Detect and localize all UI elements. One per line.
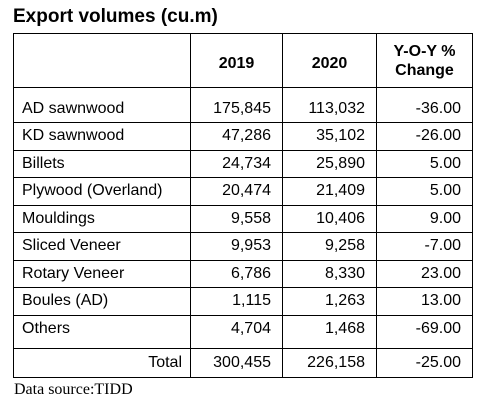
row-2019: 9,558 [190, 204, 283, 233]
total-row: Total 300,455 226,158 -25.00 [13, 347, 473, 378]
row-2019: 47,286 [190, 122, 283, 151]
total-2020: 226,158 [282, 347, 377, 378]
row-change: 5.00 [376, 149, 473, 178]
row-change: -69.00 [376, 314, 473, 349]
export-volumes-table: 2019 2020 Y-O-Y % Change AD sawnwood 175,… [13, 33, 473, 378]
table-title: Export volumes (cu.m) [13, 6, 218, 27]
row-name: AD sawnwood [13, 87, 191, 123]
row-2020: 21,409 [282, 177, 377, 206]
total-change: -25.00 [376, 347, 473, 378]
row-name: Boules (AD) [13, 287, 191, 316]
row-change: 23.00 [376, 259, 473, 288]
row-2019: 6,786 [190, 259, 283, 288]
table-row: Others 4,704 1,468 -69.00 [13, 314, 473, 349]
row-2020: 9,258 [282, 232, 377, 261]
row-name: Others [13, 314, 191, 349]
data-source-note: Data source:TIDD [14, 381, 133, 398]
header-yoy-line2: Change [395, 61, 454, 79]
total-label: Total [13, 347, 191, 378]
row-change: 5.00 [376, 177, 473, 206]
row-name: Rotary Veneer [13, 259, 191, 288]
row-2020: 10,406 [282, 204, 377, 233]
header-yoy-change: Y-O-Y % Change [376, 33, 473, 88]
header-empty-cell [13, 33, 191, 88]
table-row: Sliced Veneer 9,953 9,258 -7.00 [13, 232, 473, 261]
row-2019: 4,704 [190, 314, 283, 349]
header-row: 2019 2020 Y-O-Y % Change [13, 33, 473, 88]
total-2019: 300,455 [190, 347, 283, 378]
row-2020: 25,890 [282, 149, 377, 178]
row-2020: 8,330 [282, 259, 377, 288]
row-change: 13.00 [376, 287, 473, 316]
header-yoy-line1: Y-O-Y % [393, 42, 456, 60]
row-2019: 1,115 [190, 287, 283, 316]
table-row: Billets 24,734 25,890 5.00 [13, 149, 473, 178]
row-2019: 20,474 [190, 177, 283, 206]
table-row: AD sawnwood 175,845 113,032 -36.00 [13, 87, 473, 123]
row-change: -7.00 [376, 232, 473, 261]
row-name: Mouldings [13, 204, 191, 233]
row-name: Sliced Veneer [13, 232, 191, 261]
row-change: -26.00 [376, 122, 473, 151]
table-row: Rotary Veneer 6,786 8,330 23.00 [13, 259, 473, 288]
row-2020: 1,263 [282, 287, 377, 316]
row-name: Billets [13, 149, 191, 178]
row-2019: 24,734 [190, 149, 283, 178]
table-row: KD sawnwood 47,286 35,102 -26.00 [13, 122, 473, 151]
row-2020: 113,032 [282, 87, 377, 123]
header-2020: 2020 [282, 33, 377, 88]
row-2020: 1,468 [282, 314, 377, 349]
header-2019: 2019 [190, 33, 283, 88]
table-row: Mouldings 9,558 10,406 9.00 [13, 204, 473, 233]
row-change: -36.00 [376, 87, 473, 123]
row-2019: 9,953 [190, 232, 283, 261]
row-change: 9.00 [376, 204, 473, 233]
table-row: Plywood (Overland) 20,474 21,409 5.00 [13, 177, 473, 206]
table-row: Boules (AD) 1,115 1,263 13.00 [13, 287, 473, 316]
row-name: Plywood (Overland) [13, 177, 191, 206]
row-2019: 175,845 [190, 87, 283, 123]
row-name: KD sawnwood [13, 122, 191, 151]
row-2020: 35,102 [282, 122, 377, 151]
